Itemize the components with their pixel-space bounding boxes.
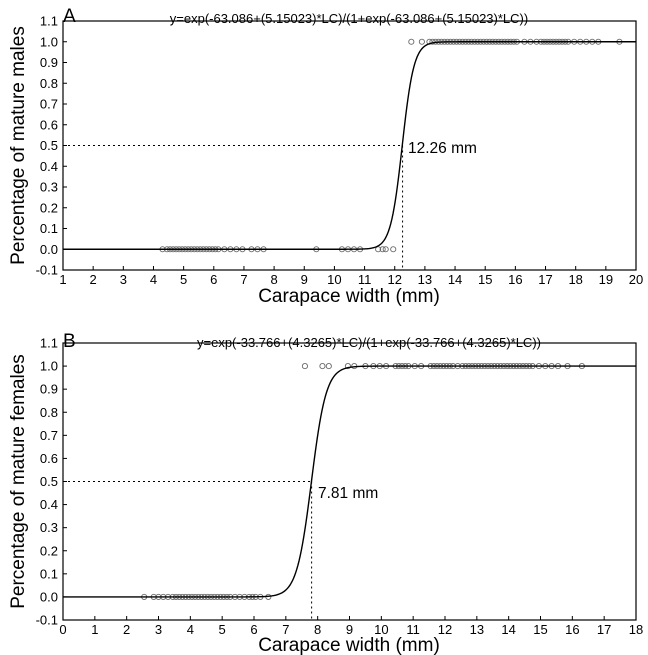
y-axis-title: Percentage of mature females: [8, 354, 29, 609]
logistic-curve: [63, 41, 636, 250]
data-point: [344, 363, 351, 370]
x-tick-label: 0: [59, 622, 66, 637]
logistic-curve: [63, 365, 636, 598]
data-point: [301, 363, 308, 370]
panel-letter: B: [63, 331, 76, 352]
data-point: [390, 246, 397, 253]
x-axis-title: Carapace width (mm): [258, 635, 440, 655]
x-tick-label: 19: [599, 272, 613, 287]
y-tick-label: 1.1: [40, 14, 58, 29]
y-tick-label: 0.4: [40, 497, 58, 512]
x-tick-label: 14: [448, 272, 462, 287]
x-tick-label: 2: [90, 272, 97, 287]
x-tick-label: 13: [418, 272, 432, 287]
x-tick-label: 20: [629, 272, 643, 287]
panel-b: B y=exp(-33.766+(4.3265)*LC)/(1+exp(-33.…: [8, 331, 643, 655]
y-tick-label: 0.4: [40, 159, 58, 174]
y-tick-label: 0.5: [40, 138, 58, 153]
x-tick-label: 5: [180, 272, 187, 287]
x-tick-label: 6: [210, 272, 217, 287]
y-tick-label: -0.1: [36, 613, 58, 628]
axis-ticks: 1 2 3 4 5 6 7 8 9 10 11 12 13 14 15 16 17 18 19 20-0.10.00.…: [36, 14, 644, 288]
y-tick-label: 0.6: [40, 451, 58, 466]
x-tick-label: 2: [123, 622, 130, 637]
data-point: [379, 246, 386, 253]
x-tick-label: 18: [629, 622, 643, 637]
x-tick-label: 12: [438, 622, 452, 637]
y-tick-label: 0.9: [40, 55, 58, 70]
x-tick-label: 3: [120, 272, 127, 287]
equation-label: y=exp(-63.086+(5.15023)*LC)/(1+exp(-63.0…: [170, 11, 528, 26]
y-axis-title: Percentage of mature males: [8, 26, 29, 265]
x-tick-label: 11: [406, 622, 420, 637]
data-point: [325, 363, 332, 370]
x-tick-label: 13: [470, 622, 484, 637]
x-tick-label: 9: [346, 622, 353, 637]
fitted-curve: [63, 41, 636, 250]
y-tick-label: 0.8: [40, 405, 58, 420]
x-tick-label: 5: [219, 622, 226, 637]
l50-guides: [63, 145, 404, 270]
x-axis-title: Carapace width (mm): [258, 286, 440, 307]
data-point: [429, 38, 436, 45]
y-tick-label: 0.3: [40, 520, 58, 535]
x-tick-label: 18: [568, 272, 582, 287]
x-tick-label: 17: [597, 622, 611, 637]
x-tick-label: 8: [270, 272, 277, 287]
l50-annotation: 7.81 mm: [318, 485, 378, 502]
axis-ticks: 0 1 2 3 4 5 6 7 8 9 10 11 12 13 14 15 16 17 18-0.10.00.10.…: [36, 336, 644, 638]
x-tick-label: 11: [358, 272, 372, 287]
x-tick-label: 6: [250, 622, 257, 637]
data-point: [408, 38, 415, 45]
y-tick-label: 0.5: [40, 474, 58, 489]
data-point: [319, 363, 326, 370]
fitted-curve: [63, 365, 636, 598]
x-tick-label: 14: [501, 622, 515, 637]
data-point: [418, 38, 425, 45]
x-tick-label: 15: [478, 272, 492, 287]
y-tick-label: 1.1: [40, 336, 58, 351]
x-tick-label: 1: [59, 272, 66, 287]
l50-guides: [63, 481, 313, 620]
y-tick-label: 0.1: [40, 221, 58, 236]
y-tick-label: 0.0: [40, 242, 58, 257]
y-tick-label: 0.6: [40, 117, 58, 132]
y-tick-label: 0.2: [40, 543, 58, 558]
x-tick-label: 4: [187, 622, 194, 637]
panel-a: A y=exp(-63.086+(5.15023)*LC)/(1+exp(-63…: [8, 6, 643, 307]
equation-label: y=exp(-33.766+(4.3265)*LC)/(1+exp(-33.76…: [197, 335, 541, 350]
y-tick-label: 0.9: [40, 382, 58, 397]
x-tick-label: 10: [374, 622, 388, 637]
x-tick-label: 16: [508, 272, 522, 287]
y-tick-label: 0.8: [40, 76, 58, 91]
y-tick-label: 0.1: [40, 566, 58, 581]
x-tick-label: 1: [91, 622, 98, 637]
x-tick-label: 9: [301, 272, 308, 287]
l50-annotation: 12.26 mm: [408, 140, 477, 157]
x-tick-label: 10: [327, 272, 341, 287]
x-tick-label: 4: [150, 272, 157, 287]
x-tick-label: 7: [240, 272, 247, 287]
y-tick-label: 1.0: [40, 359, 58, 374]
x-tick-label: 8: [314, 622, 321, 637]
x-tick-label: 7: [282, 622, 289, 637]
x-tick-label: 3: [155, 622, 162, 637]
x-tick-label: 17: [538, 272, 552, 287]
y-tick-label: 1.0: [40, 34, 58, 49]
y-tick-label: 0.7: [40, 428, 58, 443]
y-tick-label: 0.7: [40, 97, 58, 112]
y-tick-label: 0.3: [40, 180, 58, 195]
x-tick-label: 12: [388, 272, 402, 287]
y-tick-label: -0.1: [36, 263, 58, 278]
x-tick-label: 16: [565, 622, 579, 637]
data-point: [382, 246, 389, 253]
panel-letter: A: [63, 6, 76, 27]
x-tick-label: 15: [533, 622, 547, 637]
y-tick-label: 0.2: [40, 200, 58, 215]
y-tick-label: 0.0: [40, 589, 58, 604]
